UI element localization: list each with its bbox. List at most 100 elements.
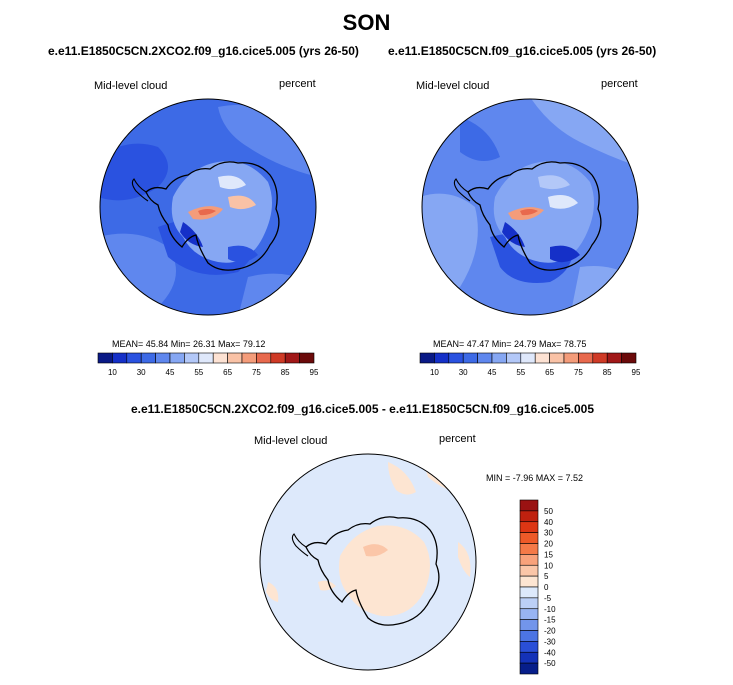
panel3-colorbar-tick-label: -5 [544, 594, 552, 603]
panel1-colorbar-box [227, 352, 243, 364]
panel2-colorbar-box [434, 352, 450, 364]
panel3-colorbar-box [519, 499, 539, 512]
panel2-colorbar-box [491, 352, 507, 364]
panel3-colorbar-box [519, 586, 539, 599]
panel2-polar-map [421, 98, 639, 316]
panel1-peninsula-coastline [131, 178, 149, 202]
panel3-colorbar-box [519, 597, 539, 610]
panel2-variable-label: Mid-level cloud [416, 80, 490, 92]
panel3-colorbar-tick-label: 50 [544, 507, 553, 516]
panel3-stats: MIN = -7.96 MAX = 7.52 [486, 473, 584, 483]
panel2-colorbar-tick-label: 75 [574, 368, 583, 377]
panel3-map-border [259, 453, 477, 671]
panel1-map-border [99, 98, 317, 316]
panel3-colorbar-tick-label: -40 [544, 648, 556, 657]
panel3-colorbar-box [519, 554, 539, 566]
panel3-colorbar-box [519, 662, 539, 675]
panel1-colorbar-tick-label: 45 [166, 368, 175, 377]
panel1-colorbar-box [97, 352, 113, 364]
panel3-colorbar-box [519, 651, 539, 664]
panel2-colorbar-tick-label: 10 [430, 368, 439, 377]
panel2-colorbar-box [520, 352, 536, 364]
panel2-units-label: percent [601, 78, 638, 90]
panel1-colorbar-box [198, 352, 214, 364]
panel2-colorbar-box [606, 352, 622, 364]
panel1-field-patch [218, 105, 316, 177]
panel3-colorbar-tick-label: -30 [544, 637, 556, 646]
panel1-colorbar-box [184, 352, 200, 364]
panel2-colorbar-box [578, 352, 594, 364]
panel3-colorbar-tick-label: 30 [544, 529, 553, 538]
panel1-colorbar-tick-label: 55 [194, 368, 203, 377]
panel3-positive-patch [266, 582, 279, 602]
panel1-field-patch [228, 195, 256, 210]
panel3-positive-patch [388, 462, 416, 495]
panel3-colorbar-tick-label: -50 [544, 659, 556, 668]
panel3-positive-patch [363, 544, 388, 557]
panel3-case-title: e.e11.E1850C5CN.2XCO2.f09_g16.cice5.005 … [131, 402, 594, 416]
panel3-colorbar-box [519, 532, 539, 544]
panel2-colorbar-tick-label: 30 [459, 368, 468, 377]
panel3-colorbar-box [519, 641, 539, 653]
panel1-colorbar-box [169, 352, 185, 364]
panel2-field-patch [530, 99, 638, 167]
panel3-coastline [305, 516, 440, 626]
panel1-units-label: percent [279, 78, 316, 90]
panel1-variable-label: Mid-level cloud [94, 80, 168, 92]
panel1-colorbar-tick-label: 65 [223, 368, 232, 377]
panel3-colorbar-tick-label: -10 [544, 605, 556, 614]
panel1-colorbar-box [256, 352, 272, 364]
panel3-colorbar-tick-label: 20 [544, 540, 553, 549]
panel1-max-patch [198, 209, 216, 216]
panel3-peninsula-coastline [291, 533, 309, 557]
panel3-colorbar-tick-label: 0 [544, 583, 549, 592]
panel3-colorbar-box [519, 510, 539, 523]
panel2-peninsula-coastline [453, 178, 471, 202]
panel1-colorbar-tick-label: 10 [108, 368, 117, 377]
panel2-coastline [467, 161, 602, 271]
panel2-colorbar-tick-label: 55 [516, 368, 525, 377]
panel2-colorbar-box [506, 352, 522, 364]
panel3-continent-field [339, 525, 430, 617]
panel2-colorbar-box [621, 352, 637, 364]
panel1-field-patch [218, 175, 246, 190]
page-title: SON [342, 10, 391, 35]
panel1-field-patch [228, 245, 258, 263]
panel2-colorbar-box [592, 352, 608, 364]
panel3-colorbar-box [519, 575, 539, 588]
panel3-colorbar-box [519, 608, 539, 620]
panel3-colorbar-tick-label: 15 [544, 550, 553, 559]
panel1-colorbar-box [270, 352, 286, 364]
panel3-colorbar-tick-label: 10 [544, 561, 553, 570]
panel3-variable-label: Mid-level cloud [254, 435, 328, 447]
panel1-case-title: e.e11.E1850C5CN.2XCO2.f09_g16.cice5.005 … [48, 44, 359, 58]
panel3-colorbar-tick-label: -20 [544, 627, 556, 636]
panel1-colorbar-box [212, 352, 228, 364]
panel3-colorbar-tick-label: 5 [544, 572, 549, 581]
panel2-field-patch [460, 117, 500, 161]
panel3-colorbar-box [519, 564, 539, 577]
panel1-coastline [145, 161, 280, 271]
panel1-colorbar-box [126, 352, 142, 364]
panel1-colorbar-box [140, 352, 156, 364]
panel1-colorbar-box [155, 352, 171, 364]
panel1-polar-map [99, 98, 317, 316]
panel1-colorbar-tick-label: 30 [137, 368, 146, 377]
panel2-max-patch [520, 209, 538, 216]
panel2-map-border [421, 98, 639, 316]
panel2-colorbar-tick-label: 95 [632, 368, 640, 377]
panel2-colorbar-box [448, 352, 464, 364]
panel1-colorbar-tick-label: 75 [252, 368, 261, 377]
panel2-colorbar-box [419, 352, 435, 364]
panel1-colorbar-box [284, 352, 300, 364]
panel2-case-title: e.e11.E1850C5CN.f09_g16.cice5.005 (yrs 2… [388, 44, 657, 58]
panel1-colorbar-tick-label: 85 [281, 368, 290, 377]
panel1-colorbar: 10 30 45 55 65 75 85 95 [97, 352, 318, 377]
panel1-stats: MEAN= 45.84 Min= 26.31 Max= 79.12 [112, 339, 266, 349]
panel2-field-patch [570, 266, 638, 315]
panel2-colorbar: 10 30 45 55 65 75 85 95 [419, 352, 640, 377]
panel2-colorbar-box [534, 352, 550, 364]
panel3-colorbar-box [519, 630, 539, 642]
panel3-colorbar-tick-label: -15 [544, 616, 556, 625]
